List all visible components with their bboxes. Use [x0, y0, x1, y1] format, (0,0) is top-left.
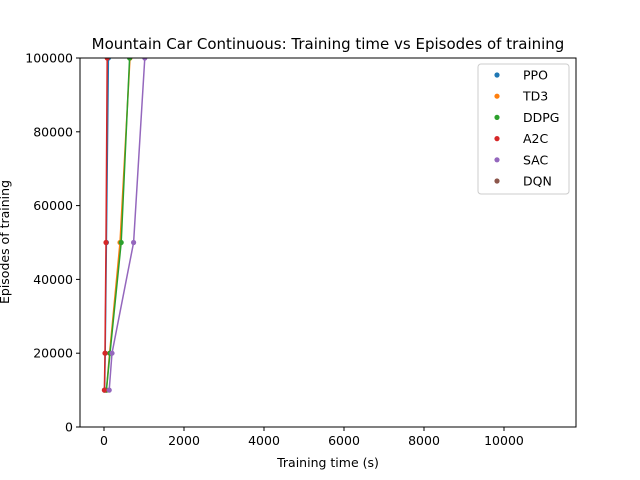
series-group	[101, 58, 148, 393]
y-axis-title: Episodes of training	[0, 180, 12, 304]
legend-label: TD3	[522, 89, 548, 104]
legend-marker	[494, 178, 500, 184]
x-axis-ticks: 0 2000 4000 6000 8000 10000	[100, 427, 524, 448]
data-point-ddpg	[127, 58, 133, 61]
data-point-a2c	[103, 239, 109, 246]
series-line-sac	[108, 58, 146, 391]
y-tick-label: 100000	[25, 51, 73, 66]
plot-frame	[79, 57, 577, 428]
data-point-sac	[109, 350, 115, 356]
y-tick-label: 40000	[33, 272, 73, 287]
data-point-sac	[106, 387, 112, 393]
y-tick-label: 20000	[33, 346, 73, 361]
data-point-a2c	[102, 350, 108, 356]
legend-label: SAC	[523, 152, 548, 167]
chart-title: Mountain Car Continuous: Training time v…	[92, 35, 565, 53]
series-line-a2c	[103, 58, 108, 391]
x-tick-label: 10000	[484, 433, 524, 448]
legend-frame	[477, 63, 570, 195]
data-point-sac	[131, 239, 137, 246]
x-axis-title: Training time (s)	[276, 455, 379, 470]
legend-label: DDPG	[523, 110, 559, 125]
legend-marker	[494, 157, 500, 163]
legend-label: PPO	[523, 68, 548, 83]
data-point-a2c	[104, 58, 110, 61]
legend-label: DQN	[523, 174, 552, 189]
series-line-ddpg	[105, 58, 131, 391]
legend-marker	[494, 136, 500, 142]
data-point-sac	[142, 58, 148, 61]
data-point-ddpg	[118, 239, 124, 246]
legend-label: A2C	[523, 131, 549, 146]
x-tick-label: 6000	[328, 433, 360, 448]
data-point-a2c	[101, 387, 107, 393]
legend-marker	[494, 93, 500, 99]
series-layer	[101, 58, 148, 393]
x-tick-label: 2000	[168, 433, 200, 448]
legend: PPO TD3 DDPG A2C SAC DQN	[477, 63, 570, 195]
y-axis-ticks: 0 20000 40000 60000 80000 100000	[25, 51, 80, 435]
x-tick-label: 8000	[408, 433, 440, 448]
y-tick-label: 0	[65, 420, 73, 435]
y-tick-label: 60000	[33, 198, 73, 213]
legend-marker	[494, 72, 500, 78]
x-tick-label: 4000	[248, 433, 280, 448]
legend-marker	[494, 114, 500, 120]
x-tick-label: 0	[100, 433, 108, 448]
y-tick-label: 80000	[33, 124, 73, 139]
